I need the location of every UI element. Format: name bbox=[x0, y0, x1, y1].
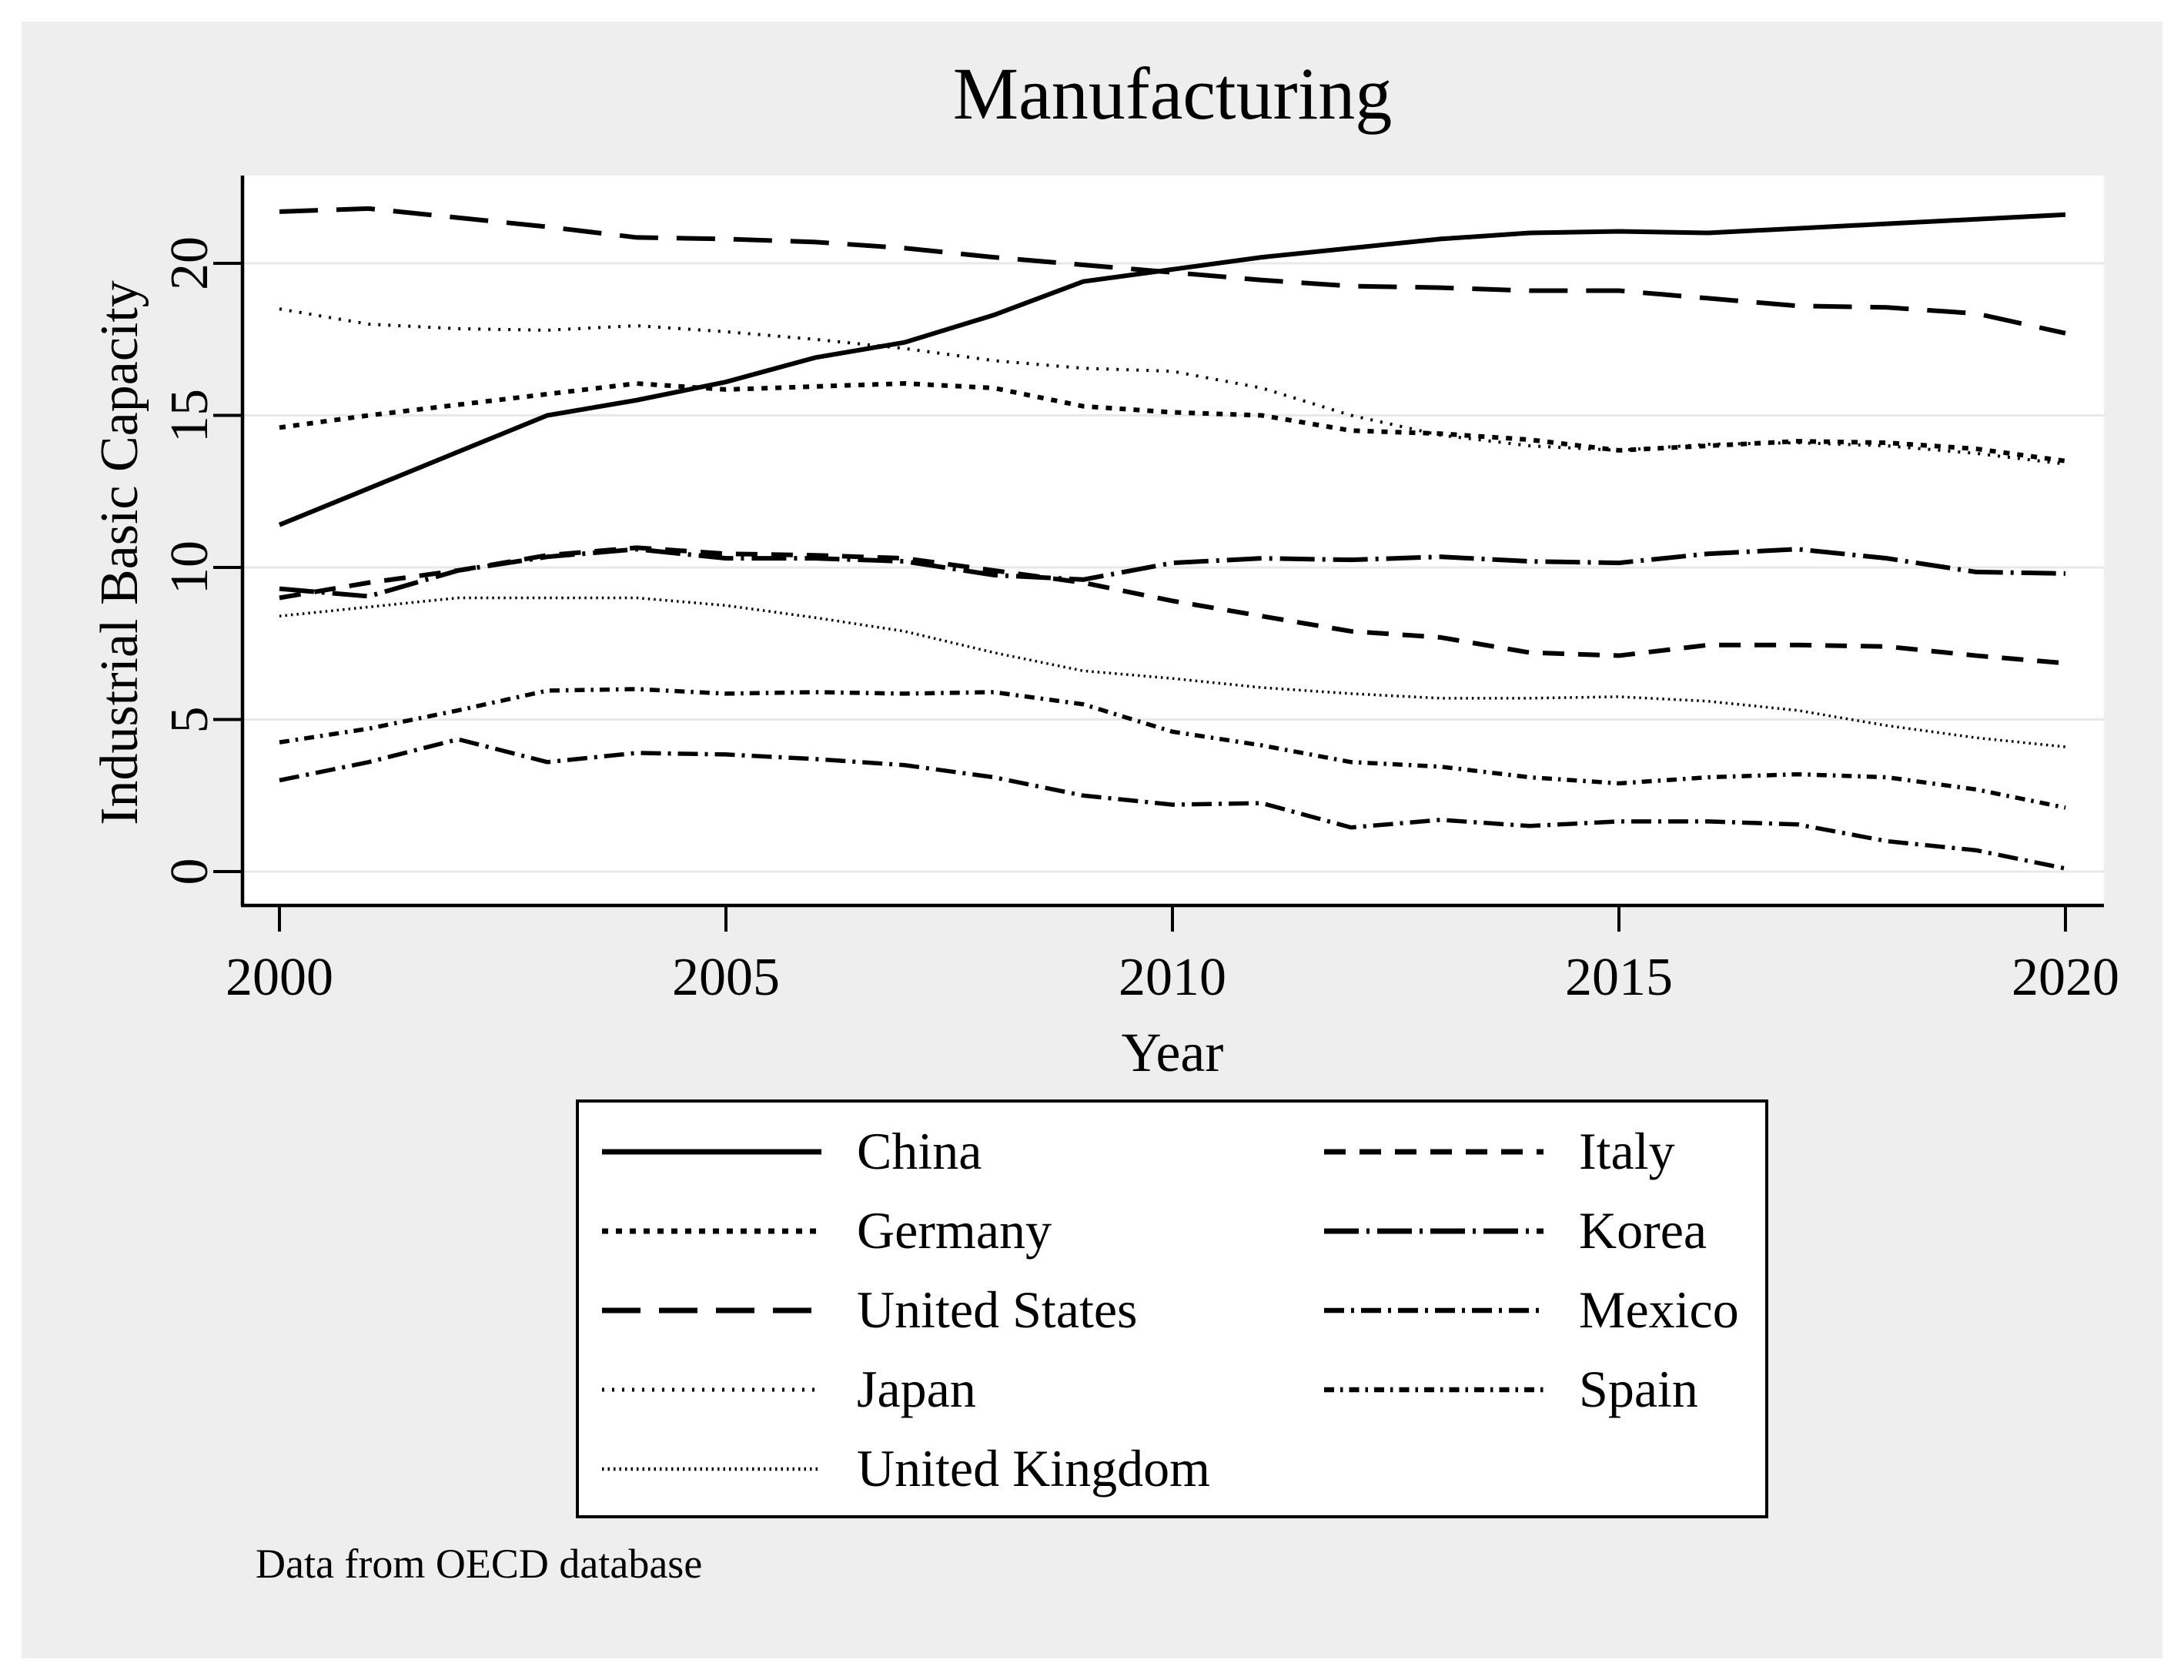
y-tick-label-15: 15 bbox=[160, 388, 219, 443]
legend-line-sample bbox=[602, 1467, 821, 1471]
legend-column-right: Italy Korea Mexico Spain bbox=[1324, 1112, 1739, 1429]
legend-label: Korea bbox=[1579, 1201, 1707, 1260]
legend-label: Italy bbox=[1579, 1122, 1675, 1180]
legend-label: United States bbox=[857, 1280, 1138, 1339]
legend-item-japan: Japan bbox=[602, 1350, 1210, 1429]
legend-item-germany: Germany bbox=[602, 1191, 1210, 1270]
series-line-united-kingdom bbox=[279, 596, 2066, 748]
legend-label: Germany bbox=[857, 1201, 1052, 1260]
series-line-spain bbox=[279, 687, 2066, 810]
y-tick-label-5: 5 bbox=[160, 706, 219, 733]
y-tick-label-20: 20 bbox=[160, 236, 219, 290]
legend-label: China bbox=[857, 1122, 982, 1180]
x-axis-title: Year bbox=[1121, 1022, 1224, 1083]
line-chart bbox=[213, 176, 2104, 932]
legend-item-mexico: Mexico bbox=[1324, 1270, 1739, 1350]
legend-column-left: China Germany United States Japan United Kin… bbox=[602, 1112, 1210, 1508]
source-caption: Data from OECD database bbox=[256, 1541, 703, 1587]
series-line-china bbox=[278, 212, 2066, 527]
legend-line-sample bbox=[602, 1228, 821, 1233]
x-tick-label-2015: 2015 bbox=[1565, 948, 1673, 1007]
y-axis-title: Industrial Basic Capacity bbox=[90, 280, 149, 825]
chart-title: Manufacturing bbox=[952, 52, 1393, 135]
plot-background bbox=[241, 176, 2104, 907]
legend-line-sample bbox=[1324, 1149, 1544, 1154]
legend-line-sample bbox=[1324, 1387, 1544, 1392]
legend-item-china: China bbox=[602, 1112, 1210, 1191]
x-tick-label-2020: 2020 bbox=[2012, 948, 2119, 1007]
series-line-korea bbox=[279, 547, 2066, 599]
figure-panel: Manufacturing Industrial Basic Capacity … bbox=[22, 22, 2162, 1658]
series-line-mexico bbox=[279, 737, 2066, 871]
y-tick-label-0: 0 bbox=[160, 858, 219, 885]
y-tick-label-10: 10 bbox=[160, 540, 219, 594]
legend-item-korea: Korea bbox=[1324, 1191, 1739, 1270]
plot-area: 0 5 10 15 20 2000 2005 2010 2015 2020 bbox=[160, 176, 2119, 1007]
legend-item-united-states: United States bbox=[602, 1270, 1210, 1350]
legend-label: Spain bbox=[1579, 1360, 1698, 1418]
legend-line-sample bbox=[1324, 1228, 1544, 1233]
legend-item-italy: Italy bbox=[1324, 1112, 1739, 1191]
legend-label: Mexico bbox=[1579, 1280, 1739, 1339]
legend-item-united-kingdom: United Kingdom bbox=[602, 1429, 1210, 1508]
legend-line-sample bbox=[602, 1387, 821, 1391]
x-tick-label-2000: 2000 bbox=[226, 948, 333, 1007]
series-line-italy bbox=[279, 545, 2066, 666]
legend-line-sample bbox=[602, 1149, 821, 1154]
x-tick-label-2010: 2010 bbox=[1119, 948, 1226, 1007]
legend-line-sample bbox=[602, 1307, 821, 1313]
x-tick-label-2005: 2005 bbox=[672, 948, 780, 1007]
legend-line-sample bbox=[1324, 1307, 1544, 1313]
legend-label: Japan bbox=[857, 1360, 976, 1418]
legend-box: China Germany United States Japan United Kin… bbox=[576, 1099, 1768, 1518]
series-line-united-states bbox=[279, 206, 2066, 336]
legend-item-spain: Spain bbox=[1324, 1350, 1739, 1429]
legend-label: United Kingdom bbox=[857, 1439, 1210, 1498]
